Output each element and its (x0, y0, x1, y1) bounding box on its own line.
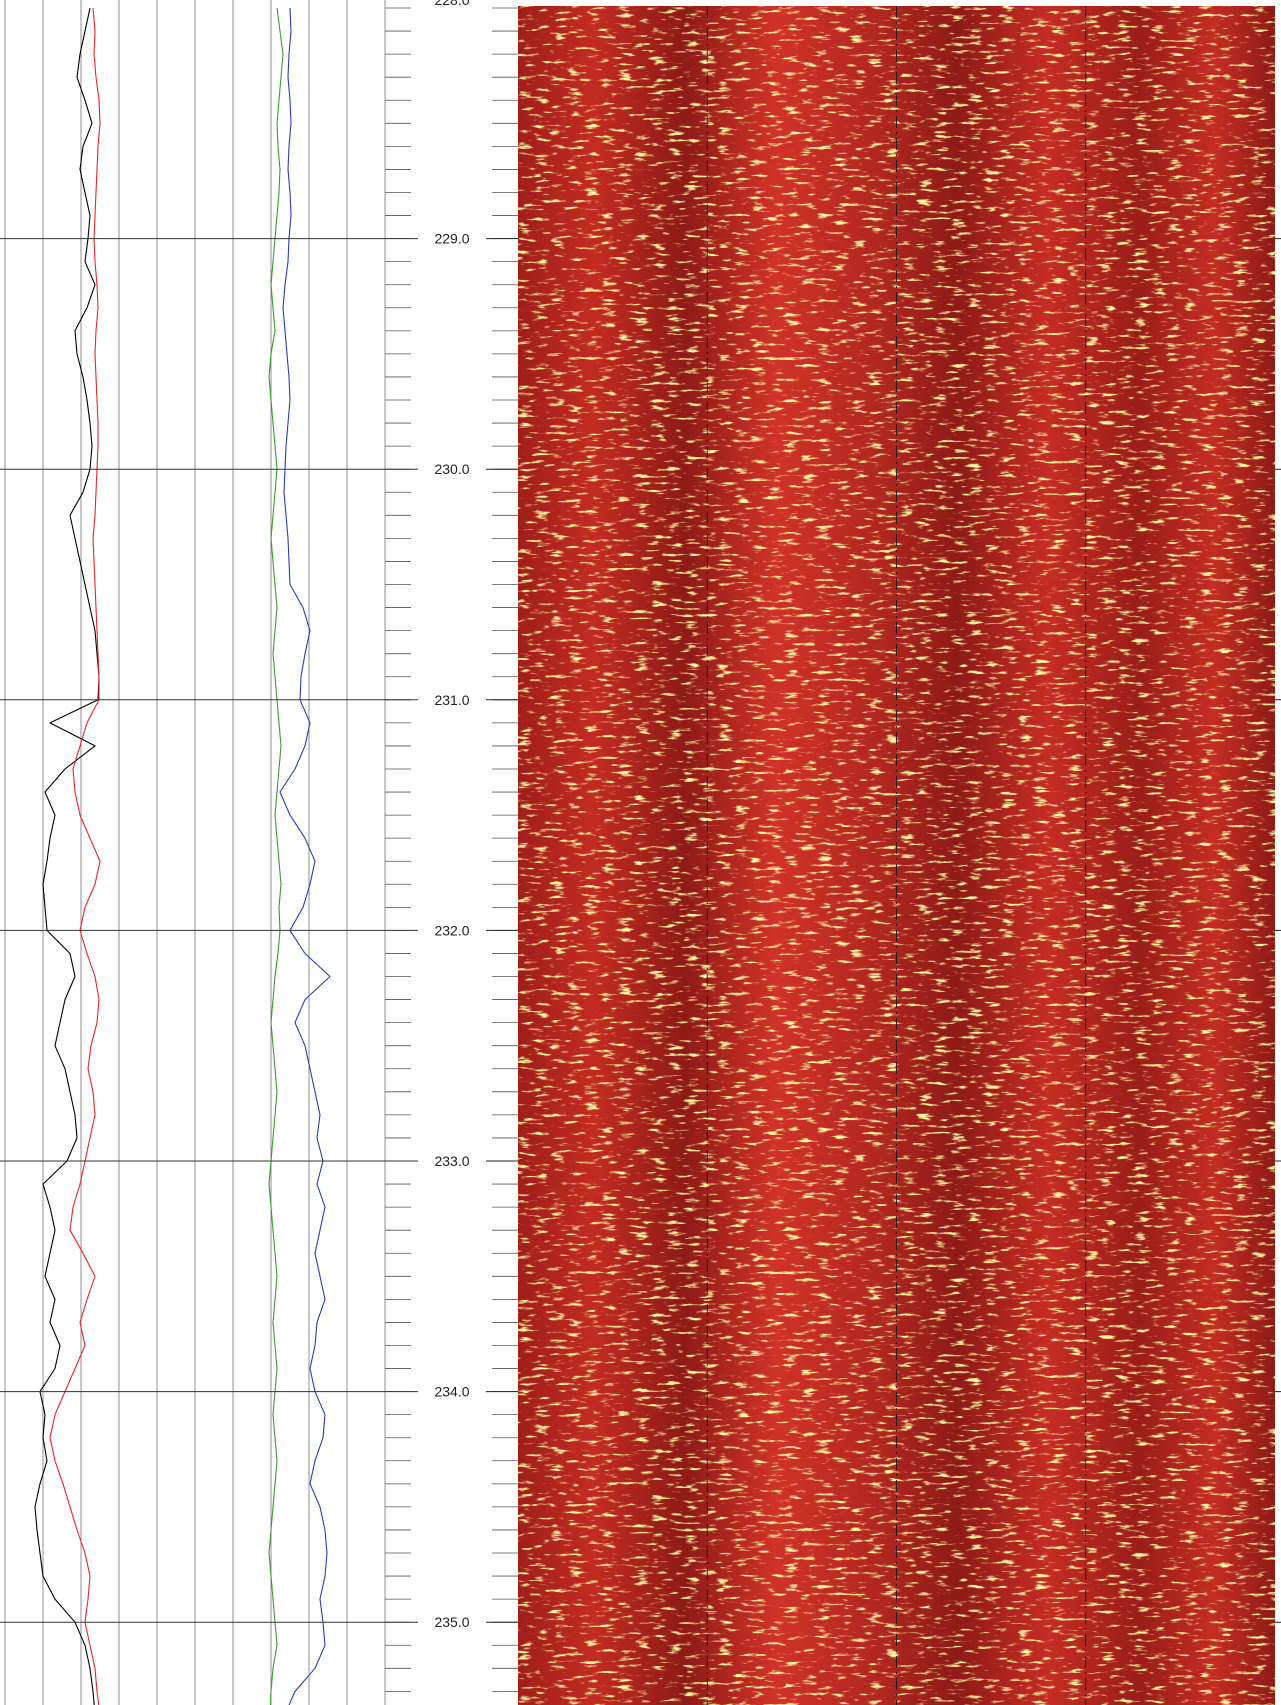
borehole-image-grid (706, 6, 1087, 1705)
borehole-image-track (518, 6, 1275, 1705)
depth-label: 230.0 (434, 461, 469, 477)
depth-label: 234.0 (434, 1384, 469, 1400)
depth-label-top-partial: 228.0 (434, 0, 469, 8)
track2-series-1-line (268, 7, 284, 1705)
track-1-curves (4, 0, 386, 1705)
depth-label: 231.0 (434, 692, 469, 708)
borehole-image-bright-spots (518, 6, 1275, 1705)
depth-label: 229.0 (434, 231, 469, 247)
depth-label: 235.0 (434, 1614, 469, 1630)
track1-series-2-line (49, 7, 101, 1705)
track1-series-1-line (34, 7, 100, 1705)
depth-label: 233.0 (434, 1153, 469, 1169)
depth-label: 232.0 (434, 922, 469, 938)
track-2-curves (268, 7, 331, 1705)
track2-series-2-line (279, 7, 331, 1705)
